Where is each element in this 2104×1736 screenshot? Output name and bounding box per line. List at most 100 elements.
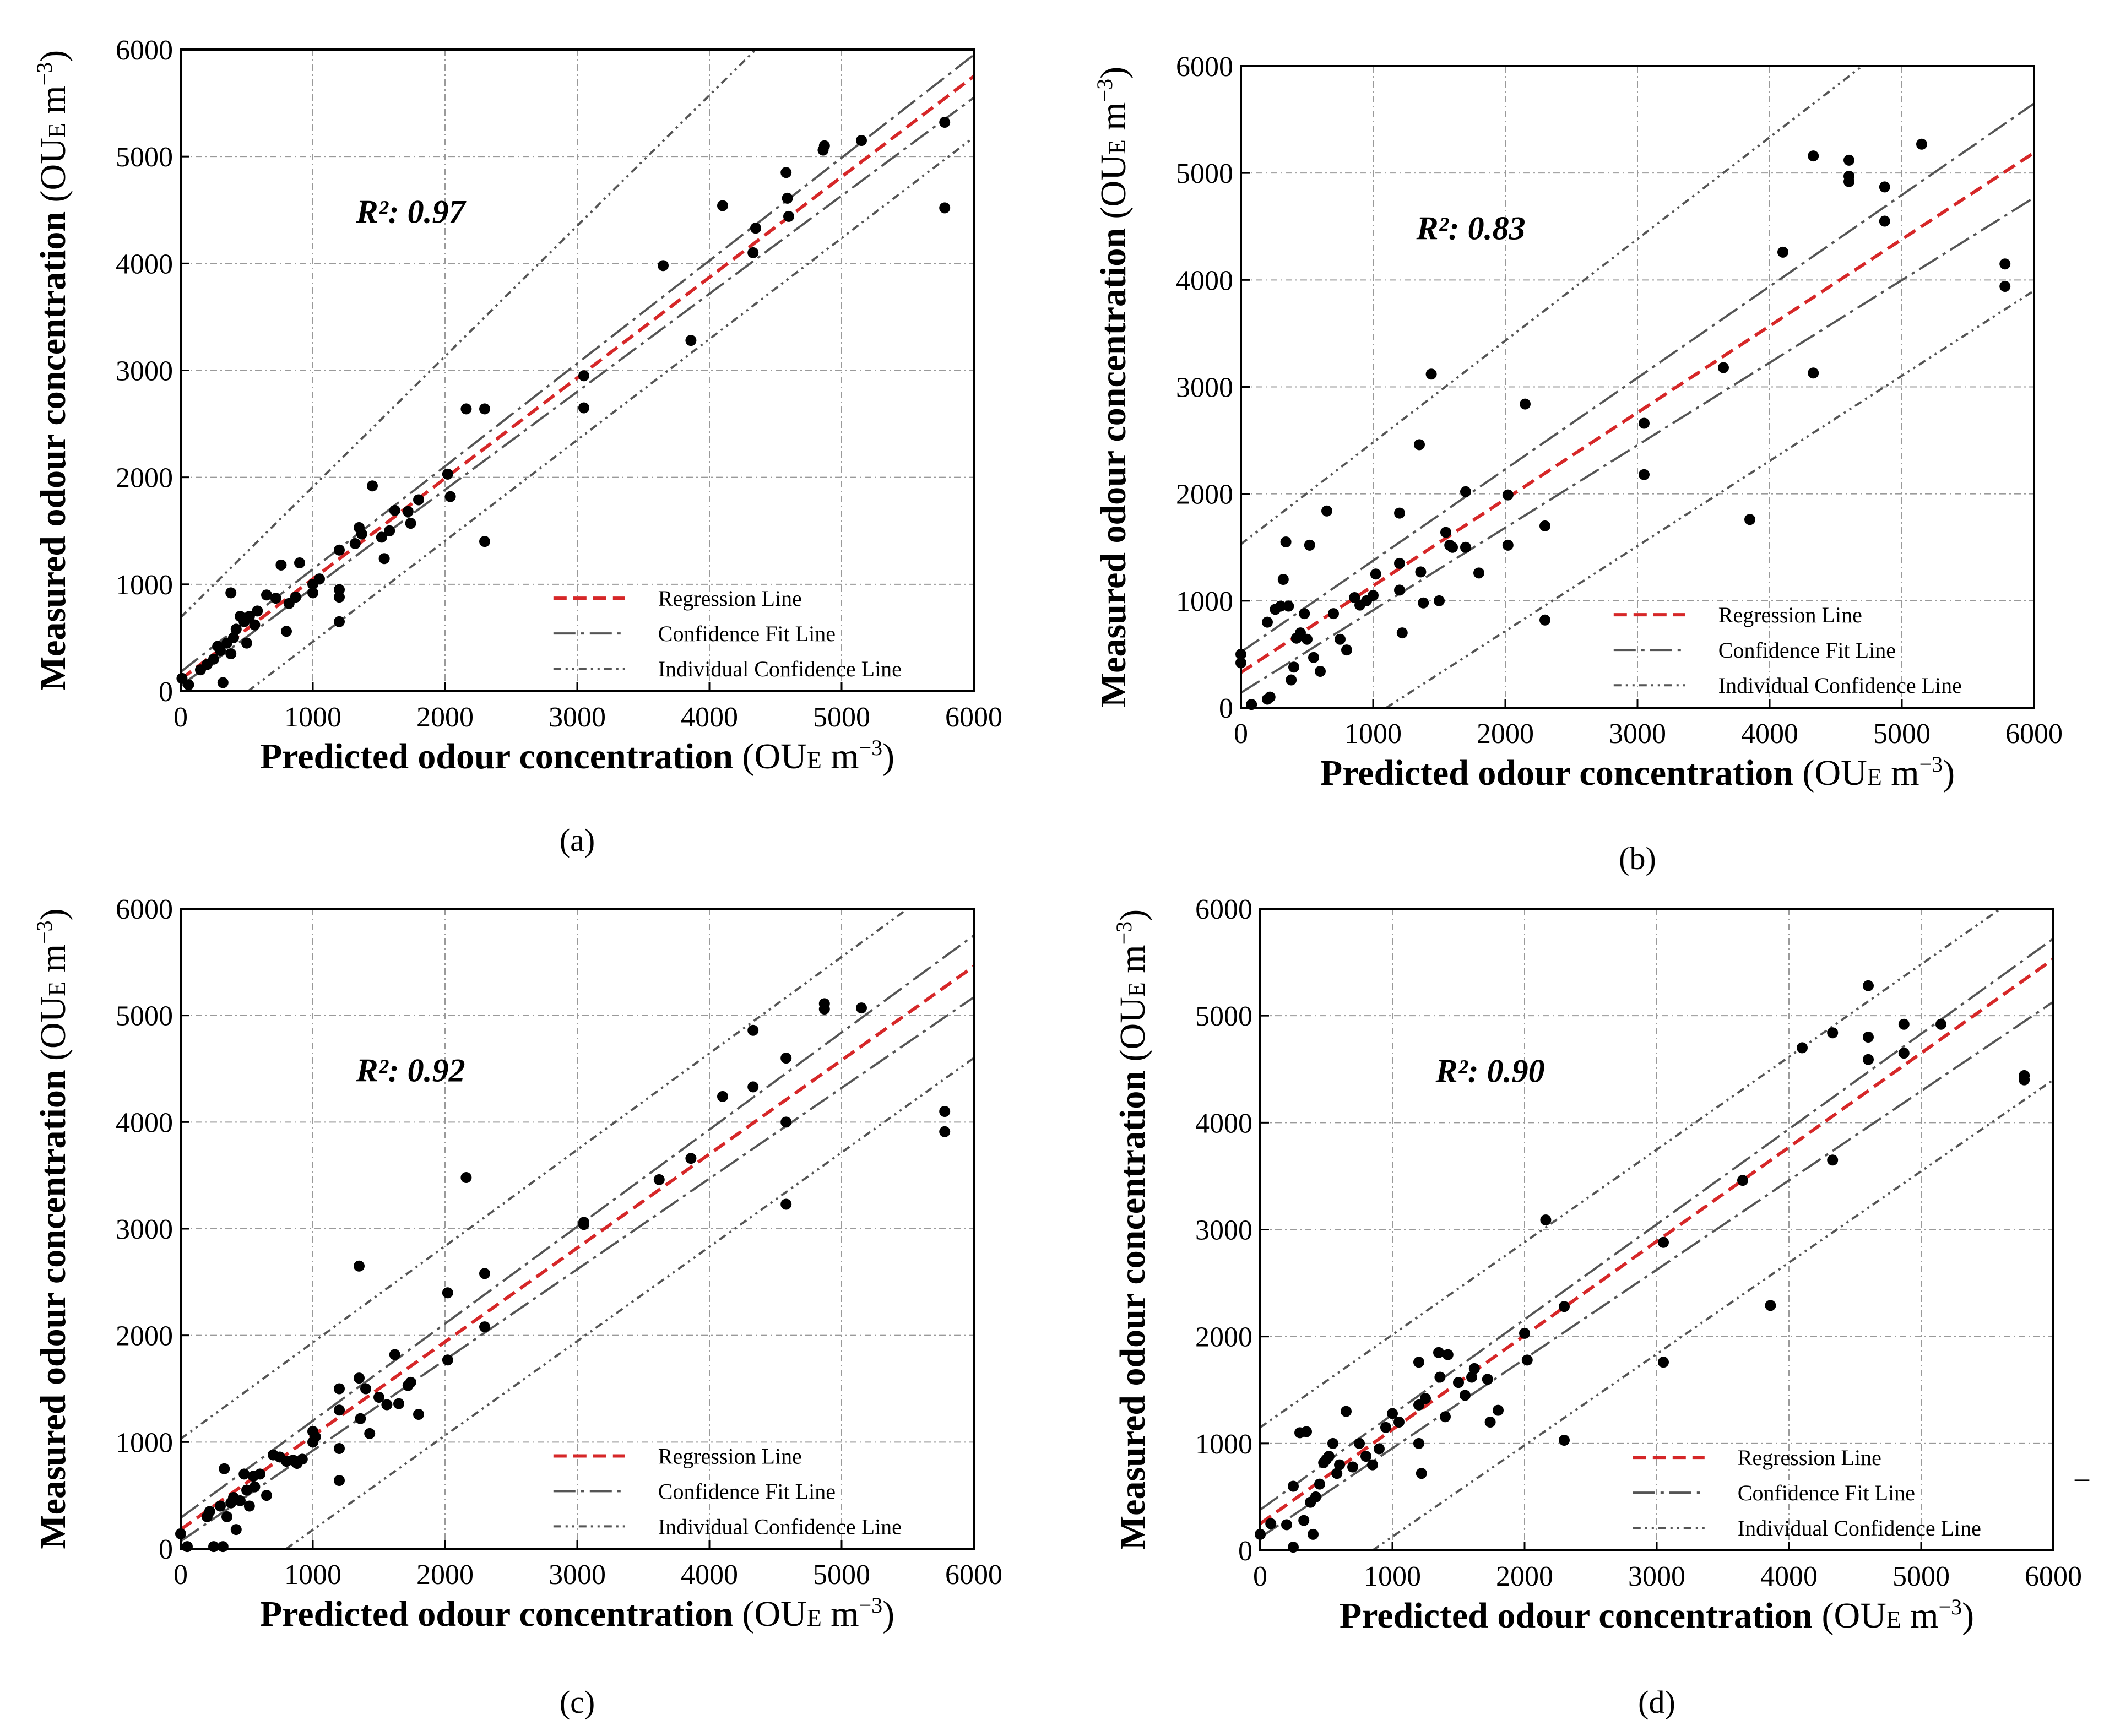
data-point (296, 1453, 308, 1465)
y-tick-label: 3000 (116, 1214, 173, 1245)
data-point (182, 1541, 193, 1553)
data-point (261, 1490, 272, 1501)
data-point (367, 480, 378, 492)
x-tick-label: 0 (173, 1559, 188, 1591)
x-axis-label: Predicted odour concentration (OUE m−3) (1320, 752, 1955, 793)
individual-confidence-line-lower (1385, 290, 2034, 708)
data-point (1863, 1054, 1874, 1065)
panel-label: (d) (1638, 1684, 1675, 1720)
panel-a: 0 1000 2000 3000 4000 5000 6000 0 1000 2000 3000 40… (32, 35, 1002, 858)
confidence-fit-line-upper (1241, 102, 2034, 653)
data-point (1387, 1408, 1398, 1419)
legend-label: Regression Line (1718, 603, 1862, 627)
data-point (1394, 584, 1405, 596)
data-point (1308, 1528, 1319, 1540)
data-point (249, 619, 261, 631)
data-point (460, 1172, 472, 1184)
data-point (1843, 154, 1854, 166)
data-point (1442, 1349, 1454, 1360)
y-tick-label: 3000 (1176, 372, 1233, 404)
x-tick-label: 2000 (1477, 718, 1534, 750)
data-point (1658, 1357, 1669, 1368)
data-point (1280, 536, 1292, 548)
data-point (1323, 1451, 1335, 1462)
confidence-fit-line-upper (181, 54, 974, 673)
x-tick-label: 1000 (284, 1559, 341, 1591)
data-point (1299, 608, 1310, 620)
data-point (1502, 539, 1514, 551)
individual-confidence-line-upper (181, 909, 909, 1440)
panel-label: (b) (1619, 840, 1656, 876)
y-tick-label: 2000 (116, 1321, 173, 1352)
data-point (1808, 150, 1819, 162)
data-point (479, 536, 490, 547)
x-axis-label: Predicted odour concentration (OUE m−3) (260, 735, 894, 777)
individual-confidence-line-upper (1241, 66, 1863, 545)
data-point (252, 605, 263, 617)
data-point (1304, 539, 1315, 551)
data-point (1502, 489, 1514, 501)
data-point (290, 592, 301, 603)
data-point (578, 370, 589, 382)
x-axis-unit-prefix: (OU (1822, 1596, 1886, 1636)
data-point (685, 335, 697, 346)
data-point (442, 1354, 453, 1366)
data-point (1540, 1214, 1552, 1226)
confidence-fit-line-lower (181, 996, 974, 1543)
data-point (1520, 398, 1531, 410)
y-axis-unit-prefix: (OU (1093, 154, 1134, 219)
x-axis-unit-suffix: ) (1943, 753, 1955, 793)
data-point (1559, 1301, 1570, 1312)
confidence-fit-line-upper (181, 934, 974, 1519)
y-axis-unit-sup: −3 (32, 62, 57, 86)
data-point (334, 1404, 345, 1416)
data-point (1396, 627, 1408, 639)
x-tick-label: 2000 (1496, 1561, 1553, 1592)
x-axis-unit-sup: −3 (1939, 1594, 1962, 1619)
x-axis-unit-sup: −3 (859, 1593, 883, 1618)
x-axis-unit-prefix: (OU (742, 1594, 807, 1634)
y-tick-label: 1000 (1176, 586, 1233, 617)
data-point (1334, 1459, 1345, 1471)
data-point (1415, 566, 1427, 578)
data-point (1519, 1327, 1530, 1339)
y-axis-unit-sub: E (1123, 982, 1150, 997)
data-point (1484, 1417, 1496, 1428)
x-axis-unit-prefix: (OU (742, 736, 807, 777)
data-point (1310, 1491, 1321, 1502)
legend-label: Individual Confidence Line (658, 657, 902, 681)
data-point (747, 1081, 759, 1093)
data-point (261, 589, 272, 601)
data-point (235, 1495, 246, 1506)
x-axis-unit-sub: E (807, 1604, 822, 1631)
x-tick-label: 6000 (2025, 1561, 2082, 1592)
y-axis-title: Measured odour concentration (1113, 1061, 1153, 1550)
y-axis-unit-prefix: (OU (1113, 997, 1153, 1061)
data-point (281, 626, 292, 637)
data-point (225, 648, 237, 660)
data-point (717, 200, 728, 211)
data-point (856, 1002, 867, 1014)
r2-annotation: R²: 0.97 (356, 194, 467, 230)
data-point (1440, 527, 1451, 538)
y-axis-title: Measured odour concentration (33, 202, 73, 691)
data-point (1999, 280, 2011, 292)
data-point (780, 167, 792, 178)
y-axis-unit-prefix: (OU (33, 996, 73, 1061)
x-tick-label: 6000 (945, 1559, 1002, 1591)
legend-label: Regression Line (1738, 1445, 1881, 1470)
regression-line (1260, 957, 2053, 1525)
data-point (1360, 1451, 1371, 1462)
x-tick-label: 3000 (1609, 718, 1666, 750)
x-tick-label: 6000 (2005, 718, 2063, 750)
data-point (360, 1383, 371, 1395)
legend-label: Individual Confidence Line (658, 1514, 902, 1539)
data-point (1374, 1443, 1385, 1455)
y-axis-label: Measured odour concentration (OUE m−3) (32, 50, 73, 691)
panel-label: (a) (560, 822, 595, 858)
data-point (1521, 1354, 1533, 1366)
x-tick-label: 5000 (813, 1559, 870, 1591)
data-point (238, 1468, 250, 1480)
data-point (1434, 1371, 1446, 1383)
data-point (217, 1541, 229, 1553)
